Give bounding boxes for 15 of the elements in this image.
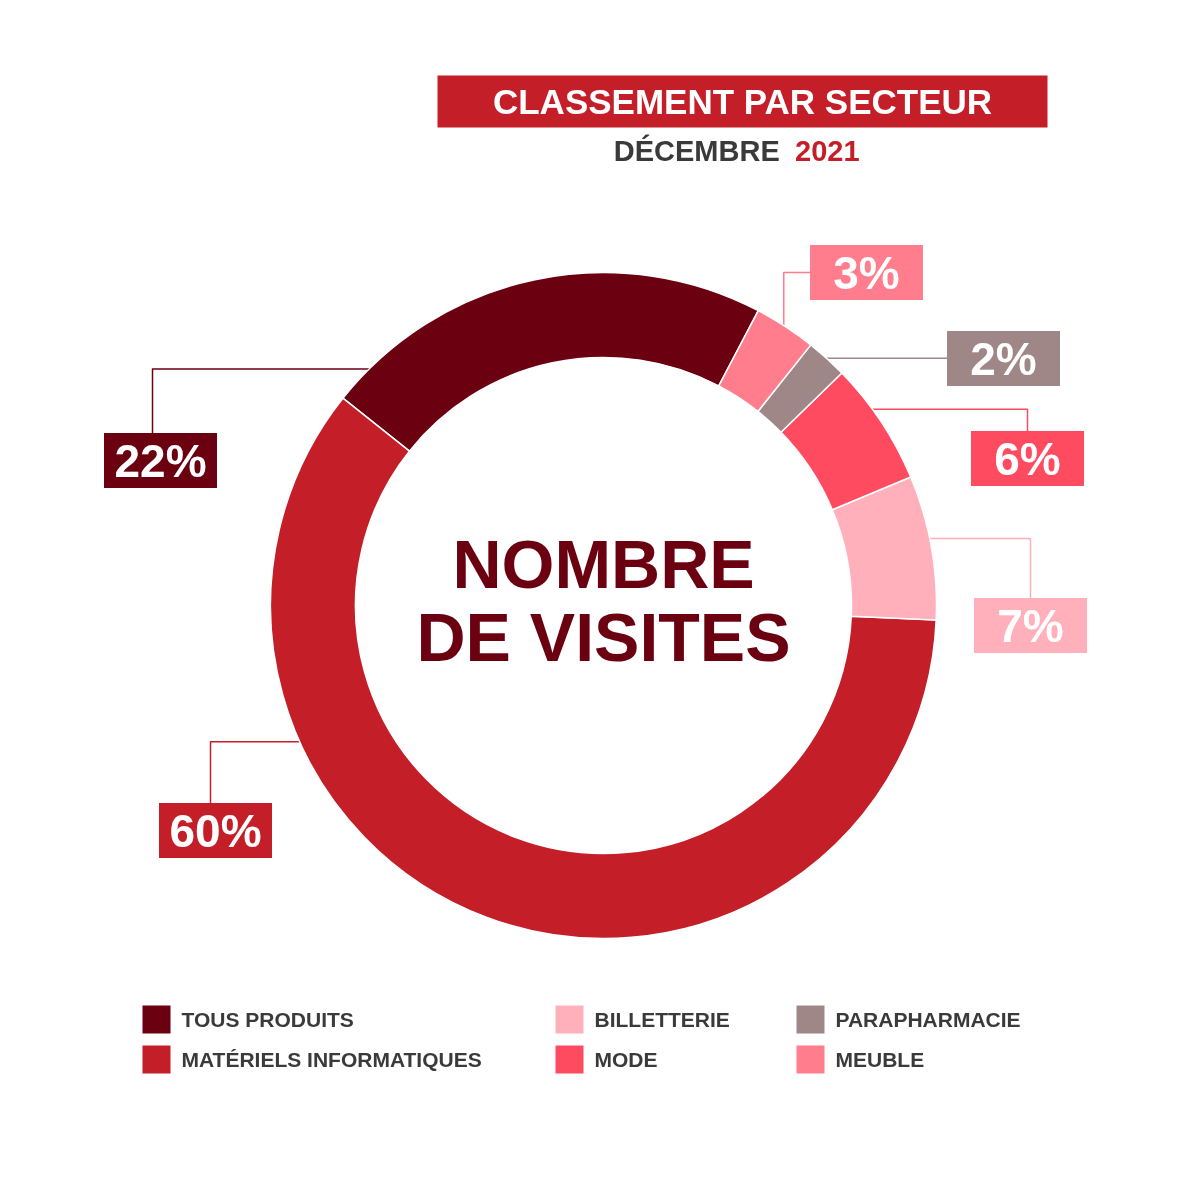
data-label: 60% bbox=[169, 804, 262, 857]
data-label: 22% bbox=[114, 434, 207, 487]
legend-label: TOUS PRODUITS bbox=[181, 1008, 354, 1031]
text: NOMBRE DE VISITES bbox=[416, 526, 791, 675]
data-label: 3% bbox=[833, 246, 900, 299]
data-label: 2% bbox=[970, 332, 1037, 385]
legend-label: MEUBLE bbox=[835, 1048, 925, 1071]
legend-label: MATÉRIELS INFORMATIQUES bbox=[181, 1048, 482, 1071]
data-label: 6% bbox=[994, 432, 1061, 485]
legend-label: MODE bbox=[594, 1048, 658, 1071]
legend-label: BILLETTERIE bbox=[594, 1008, 730, 1031]
chart-title: CLASSEMENT PAR SECTEUR bbox=[492, 82, 993, 121]
legend-label: PARAPHARMACIE bbox=[835, 1008, 1021, 1031]
data-label: 7% bbox=[997, 599, 1064, 652]
chart-subtitle: DÉCEMBRE 2021 bbox=[613, 133, 860, 167]
